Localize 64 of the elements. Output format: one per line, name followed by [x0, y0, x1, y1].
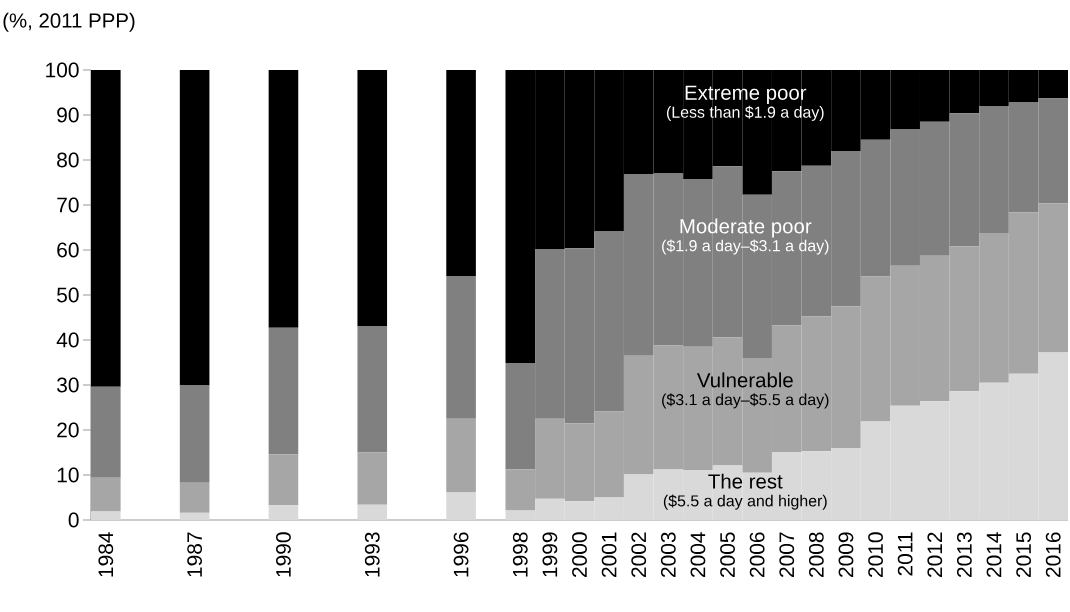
bar: [357, 326, 388, 453]
y-tick-label: 90: [57, 107, 79, 123]
bar: [179, 482, 210, 513]
y-tick-label: 30: [57, 377, 79, 393]
y-tick-label: 0: [68, 512, 79, 528]
bar: [268, 454, 299, 506]
x-tick-label: 1996: [453, 532, 469, 577]
series-label: Vulnerable: [696, 372, 793, 388]
x-tick-label: 2013: [956, 532, 972, 578]
y-tick-label: 50: [57, 287, 79, 303]
y-tick-label: 60: [57, 242, 79, 258]
bar: [91, 477, 121, 512]
y-tick-label: 40: [56, 332, 79, 348]
x-tick-label: 2012: [927, 532, 943, 578]
bar: [179, 385, 210, 483]
bar: [91, 386, 121, 478]
y-tick-label: 70: [57, 197, 79, 213]
x-tick-label: 1987: [187, 532, 203, 577]
annotation: (Less than $1.9 a day): [666, 105, 824, 121]
bar: [357, 452, 388, 505]
bar: [446, 70, 476, 277]
x-tick-label: 2006: [749, 532, 765, 578]
x-tick-label: 2005: [720, 532, 735, 578]
bar: [446, 418, 476, 493]
bar: [446, 276, 476, 419]
x-tick-label: 1990: [276, 532, 291, 577]
bar: [179, 70, 210, 386]
annotation: ($1.9 a day–$3.1 a day): [662, 239, 829, 255]
series-label: Extreme poor: [685, 85, 807, 104]
bar: [268, 70, 299, 328]
series-label: Moderate poor: [680, 218, 812, 238]
series-label: The rest: [708, 473, 783, 489]
annotation: ($3.1 a day–$5.5 a day): [662, 393, 829, 409]
x-tick-label: 1999: [542, 532, 558, 577]
x-tick-label: 2008: [808, 532, 824, 578]
bar: [268, 505, 299, 520]
y-tick-label: 20: [57, 422, 79, 438]
x-tick-label: 2011: [897, 532, 913, 576]
bar: [446, 492, 476, 520]
x-tick-label: 1993: [364, 532, 380, 577]
x-tick-label: 2010: [868, 532, 883, 578]
y-tick-label: 10: [57, 467, 79, 483]
x-tick-label: 2004: [690, 532, 706, 578]
x-tick-label: 2000: [572, 532, 587, 578]
x-tick-label: 2002: [631, 532, 647, 578]
y-axis-title: (%, 2011 PPP): [3, 12, 135, 32]
bar: [91, 70, 121, 387]
x-tick-label: 2014: [986, 532, 1002, 578]
bar: [357, 504, 388, 520]
x-tick-label: 2016: [1045, 532, 1061, 578]
x-tick-label: 2001: [601, 532, 617, 578]
bar: [268, 327, 299, 455]
y-tick-label: 100: [46, 62, 79, 78]
x-tick-label: 1984: [98, 532, 114, 577]
annotation: ($5.5 a day and higher): [663, 494, 827, 510]
bar: [179, 512, 210, 520]
bar: [357, 70, 388, 327]
y-tick-label: 80: [57, 152, 79, 168]
x-tick-label: 2007: [779, 532, 795, 578]
bar: [91, 511, 121, 520]
x-tick-label: 2015: [1016, 532, 1031, 578]
x-tick-label: 2003: [660, 532, 676, 578]
x-tick-label: 2009: [838, 532, 854, 578]
x-tick-label: 1998: [512, 532, 528, 577]
